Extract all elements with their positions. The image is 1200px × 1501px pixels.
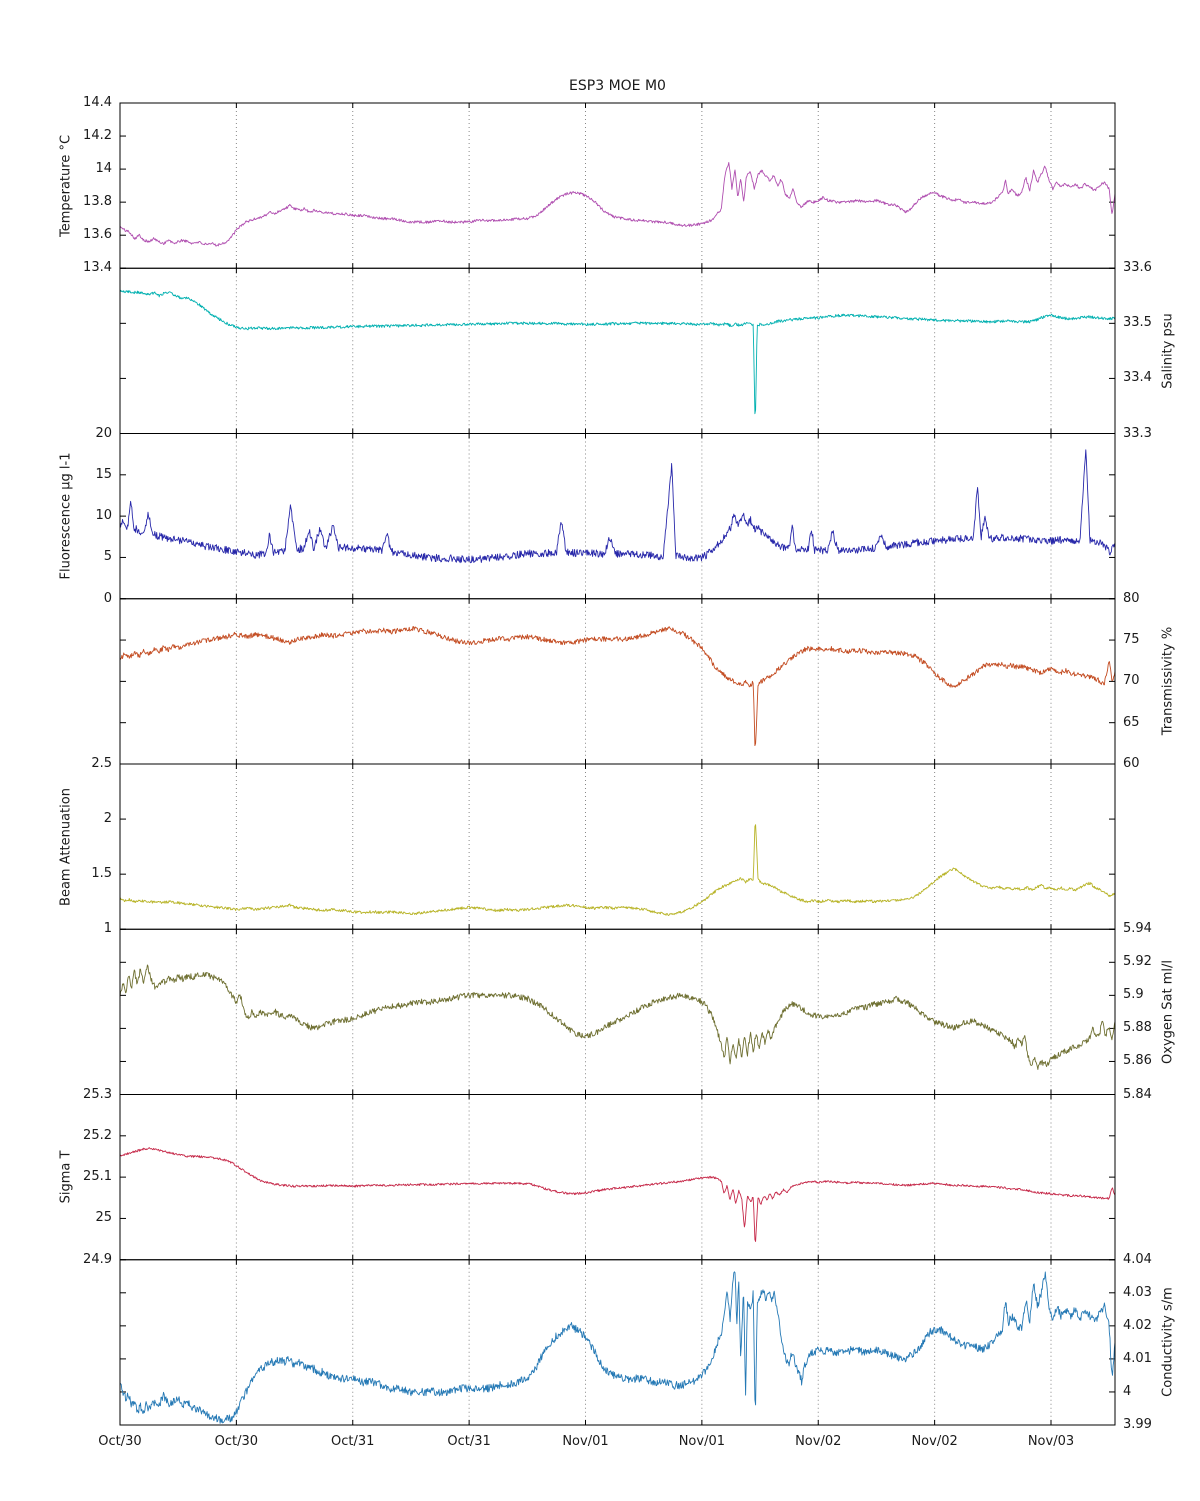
panel-box — [119, 763, 1116, 930]
x-tick-label: Oct/31 — [331, 1434, 375, 1449]
y-tick-label: 5.86 — [1123, 1053, 1152, 1069]
y-tick-label: 13.8 — [83, 194, 112, 210]
y-tick-label: 25 — [95, 1210, 112, 1226]
y-tick-label: 5.94 — [1123, 921, 1152, 937]
panel-box — [119, 102, 1116, 269]
panel-box — [119, 267, 1116, 434]
series-line-salinity-psu — [119, 289, 1116, 415]
panel-box — [119, 1094, 1116, 1261]
x-tick-label: Nov/02 — [795, 1434, 842, 1449]
y-tick-label: 14.2 — [83, 128, 112, 144]
y-tick-label: 2.5 — [91, 756, 112, 771]
y-tick-label: 33.5 — [1123, 315, 1152, 331]
y-axis-label-salinity-psu: Salinity psu — [1160, 313, 1176, 389]
y-tick-label: 2 — [103, 811, 112, 827]
series-line-fluorescence-g-l-1 — [119, 449, 1116, 564]
y-tick-label: 5.84 — [1123, 1086, 1152, 1102]
y-tick-label: 25.2 — [83, 1127, 112, 1143]
series-line-beam-attenuation — [119, 824, 1116, 916]
y-tick-label: 4.04 — [1123, 1251, 1152, 1267]
y-tick-label: 4.02 — [1123, 1317, 1152, 1333]
y-axis-label-transmissivity: Transmissivity % — [1160, 627, 1176, 736]
y-tick-label: 5 — [103, 549, 112, 565]
y-tick-label: 4.03 — [1123, 1284, 1152, 1300]
y-tick-label: 13.4 — [83, 260, 112, 276]
panel-box — [119, 598, 1116, 765]
y-tick-label: 75 — [1123, 632, 1140, 648]
y-tick-label: 14.4 — [83, 95, 112, 110]
y-tick-label: 24.9 — [83, 1251, 112, 1267]
y-tick-label: 25.1 — [83, 1169, 112, 1185]
series-line-sigma-t — [119, 1147, 1116, 1242]
y-axis-label-fluorescence-g-l-1: Fluorescence µg l-1 — [58, 452, 74, 580]
y-tick-label: 14 — [95, 161, 112, 177]
panel-box — [119, 433, 1116, 600]
y-axis-label-oxygen-sat-ml-l: Oxygen Sat ml/l — [1160, 959, 1176, 1064]
y-tick-label: 80 — [1123, 590, 1140, 606]
series-line-temperature-c — [119, 162, 1116, 247]
y-tick-label: 33.6 — [1123, 260, 1152, 276]
y-tick-label: 4.01 — [1123, 1350, 1152, 1366]
y-tick-label: 15 — [95, 466, 112, 482]
x-tick-label: Nov/02 — [911, 1434, 958, 1449]
series-line-oxygen-sat-ml-l — [119, 964, 1116, 1070]
y-tick-label: 1 — [103, 921, 112, 937]
series-line-conductivity-s-m — [119, 1271, 1116, 1424]
y-tick-label: 1.5 — [91, 866, 112, 882]
chart-title: ESP3 MOE M0 — [569, 78, 666, 94]
series-line-transmissivity — [119, 626, 1116, 747]
y-tick-label: 65 — [1123, 714, 1140, 730]
x-tick-label: Nov/01 — [562, 1434, 609, 1449]
y-tick-label: 20 — [95, 425, 112, 441]
y-tick-label: 33.3 — [1123, 425, 1152, 441]
y-tick-label: 3.99 — [1123, 1417, 1152, 1432]
y-tick-label: 25.3 — [83, 1086, 112, 1102]
panel-box — [119, 928, 1116, 1095]
y-axis-label-conductivity-s-m: Conductivity s/m — [1160, 1287, 1176, 1398]
y-tick-label: 5.92 — [1123, 954, 1152, 970]
y-tick-label: 4 — [1123, 1383, 1132, 1399]
x-tick-label: Nov/01 — [678, 1434, 725, 1449]
y-tick-label: 10 — [95, 508, 112, 524]
y-tick-label: 70 — [1123, 673, 1140, 689]
y-tick-label: 0 — [103, 590, 112, 606]
y-tick-label: 5.9 — [1123, 987, 1144, 1003]
y-axis-label-beam-attenuation: Beam Attenuation — [58, 787, 74, 906]
x-tick-label: Oct/31 — [447, 1434, 491, 1449]
x-tick-label: Oct/30 — [214, 1434, 259, 1449]
panel-box — [119, 1259, 1116, 1426]
y-tick-label: 13.6 — [83, 227, 112, 243]
y-axis-label-sigma-t: Sigma T — [58, 1150, 74, 1204]
x-tick-label: Oct/30 — [98, 1434, 142, 1449]
x-tick-label: Nov/03 — [1027, 1434, 1075, 1449]
y-axis-label-temperature-c: Temperature °C — [58, 134, 74, 237]
y-tick-label: 33.4 — [1123, 370, 1152, 386]
y-tick-label: 5.88 — [1123, 1020, 1152, 1036]
y-tick-label: 60 — [1123, 756, 1140, 771]
